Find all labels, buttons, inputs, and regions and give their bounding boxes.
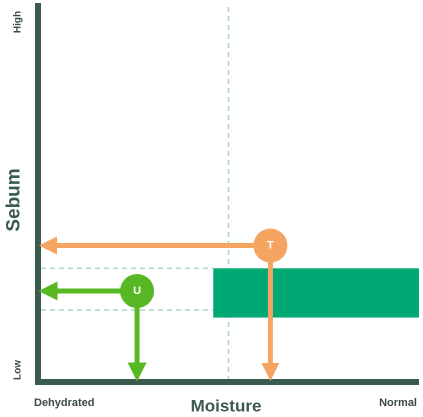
x-tick-min: Dehydrated (34, 397, 95, 409)
point-t-label: T (267, 240, 274, 252)
point-u-label: U (133, 285, 141, 297)
point-t-marker[interactable] (253, 228, 288, 263)
y-tick-max: High (13, 11, 24, 33)
y-tick-min: Low (13, 360, 24, 380)
y-axis-title: Sebum (4, 168, 25, 231)
point-u-marker[interactable] (120, 274, 155, 309)
x-tick-max: Normal (379, 397, 417, 409)
normal-range-band (213, 268, 419, 318)
x-axis-title: Moisture (191, 397, 262, 416)
